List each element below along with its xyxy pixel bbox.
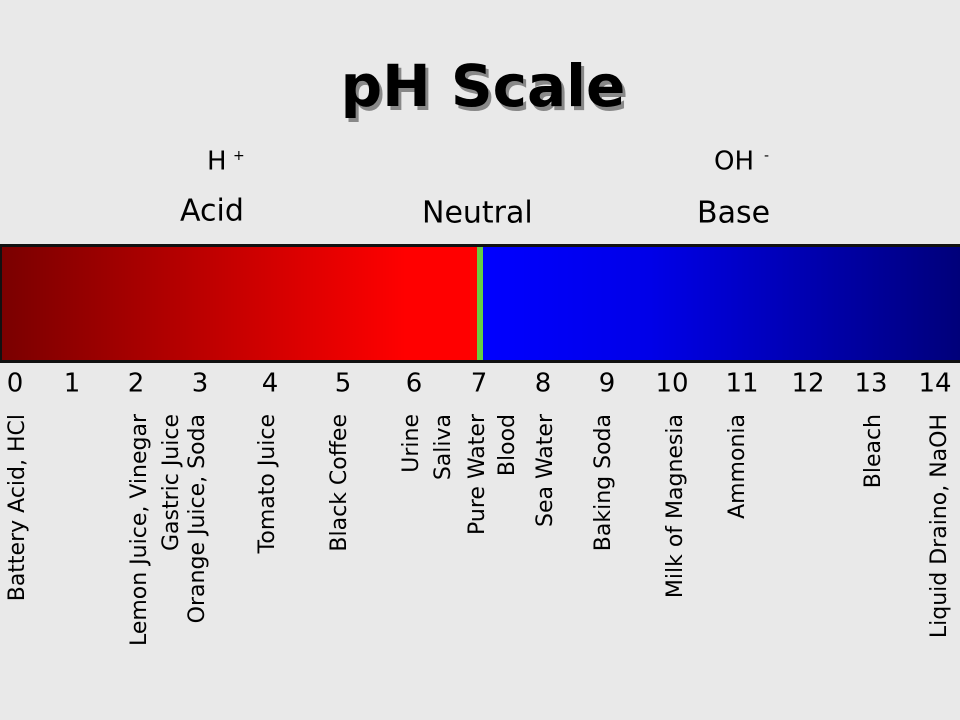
scale-number: 1 bbox=[64, 369, 81, 399]
title-shadow: pH Scale bbox=[344, 56, 629, 124]
substance-label: Pure Water bbox=[465, 413, 490, 535]
title: pH Scale bbox=[341, 52, 626, 120]
scale-number: 11 bbox=[725, 369, 758, 399]
substance-label: Black Coffee bbox=[327, 414, 352, 552]
scale-number: 10 bbox=[655, 369, 688, 399]
scale-number: 9 bbox=[599, 369, 616, 399]
scale-number: 2 bbox=[128, 369, 145, 399]
substance-label: Battery Acid, HCl bbox=[5, 414, 30, 601]
base-charge: - bbox=[764, 148, 769, 164]
substance-label: Baking Soda bbox=[591, 414, 616, 551]
scale-number: 5 bbox=[335, 369, 352, 399]
base-label: Base bbox=[697, 196, 770, 231]
scale-number: 4 bbox=[262, 369, 279, 399]
acid-band bbox=[2, 247, 477, 360]
scale-number: 14 bbox=[918, 369, 951, 399]
neutral-band bbox=[477, 247, 483, 360]
neutral-label: Neutral bbox=[422, 196, 533, 231]
substance-label: Ammonia bbox=[725, 414, 750, 519]
acid-ion: H bbox=[207, 147, 227, 177]
substance-label: Bleach bbox=[861, 414, 886, 488]
scale-number: 6 bbox=[406, 369, 423, 399]
substance-label: Urine bbox=[399, 414, 424, 473]
substance-label: Gastric Juice bbox=[159, 414, 184, 551]
acid-charge: + bbox=[233, 148, 245, 164]
substance-label: Tomato Juice bbox=[255, 414, 280, 554]
scale-number: 7 bbox=[471, 369, 488, 399]
base-band bbox=[483, 247, 960, 360]
scale-number: 8 bbox=[535, 369, 552, 399]
substance-label: Saliva bbox=[431, 414, 456, 480]
substance-label: Sea Water bbox=[533, 413, 558, 527]
scale-number: 0 bbox=[7, 369, 24, 399]
scale-number: 13 bbox=[854, 369, 887, 399]
base-ion: OH bbox=[714, 147, 754, 177]
scale-number: 12 bbox=[791, 369, 824, 399]
substance-label: Orange Juice, Soda bbox=[185, 414, 210, 623]
acid-label: Acid bbox=[180, 194, 244, 229]
substance-label: Milk of Magnesia bbox=[663, 414, 688, 598]
substance-label: Blood bbox=[495, 414, 520, 476]
substance-label: Lemon Juice, Vinegar bbox=[127, 413, 152, 646]
scale-number: 3 bbox=[192, 369, 209, 399]
substance-label: Liquid Draino, NaOH bbox=[927, 414, 952, 638]
